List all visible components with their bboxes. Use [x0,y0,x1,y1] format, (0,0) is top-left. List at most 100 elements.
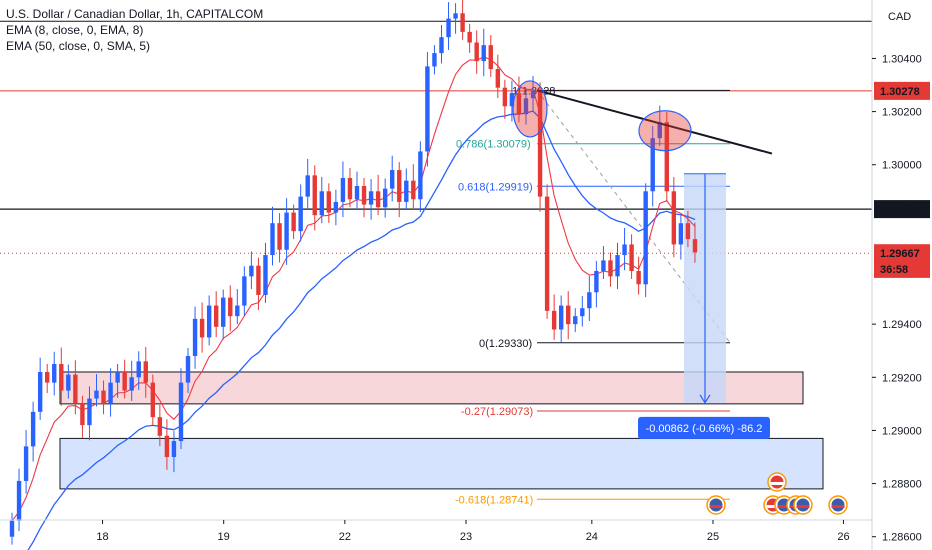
xtick-label-3: 23 [460,531,472,543]
candle-body-83 [594,271,599,293]
measure-layer: -0.00862 (-0.66%) -86.2 [638,173,770,439]
ema50-line [27,110,696,550]
candle-body-58 [418,151,423,200]
candle-body-13 [101,390,106,404]
candle-body-93 [664,122,669,192]
candle-body-84 [601,260,606,272]
candle-body-54 [390,170,395,189]
candle-body-3 [30,411,36,447]
candle-body-55 [397,170,402,202]
candle-body-69 [495,69,501,88]
candle-body-77 [551,310,557,330]
resistance-zone [59,371,804,405]
candle-body-48 [347,178,353,200]
candle-body-47 [340,178,346,202]
ytick-label-7: 1.28600 [882,532,922,544]
candle-body-56 [404,180,409,202]
price-tag-2: 1.29667 [880,248,920,260]
axis-currency: CAD [888,11,911,23]
candle-body-17 [129,377,134,391]
candle-body-1 [16,480,22,521]
xtick-label-2: 22 [339,531,351,543]
candle-body-72 [516,92,522,115]
candle-body-87 [622,244,627,256]
candle-body-65 [467,31,472,43]
measure-label: -0.00862 (-0.66%) -86.2 [646,423,763,435]
measure-label-box [638,416,770,439]
candle-body-23 [171,441,177,458]
candle-body-67 [481,45,486,62]
ytick-label-0: 1.30400 [882,53,922,65]
candle-body-22 [164,435,170,458]
ema8-line [11,56,696,522]
candle-body-68 [488,45,493,70]
candle-body-39 [284,212,289,250]
candle-body-82 [587,292,592,309]
candle-body-52 [375,191,381,208]
candle-body-91 [650,138,655,192]
candle-body-44 [319,191,324,216]
legend-ema50: EMA (50, close, 0, SMA, 5) [6,39,151,53]
price-tag-0: 1.30278 [880,86,920,98]
fib-label-1: 0.618(1.29919) [458,181,533,193]
price-tag-box-0 [874,81,930,100]
candle-body-94 [671,191,677,245]
candle-body-53 [382,188,388,208]
candle-body-8 [66,374,71,391]
candle-body-89 [636,271,641,285]
candle-body-85 [608,260,613,277]
ytick-label-3: 1.29400 [882,319,922,331]
price-tag-box-3 [874,259,930,278]
candle-body-92 [657,122,662,139]
candle-body-0 [9,520,15,537]
event-flag-stripe-2 [766,505,780,508]
candle-body-16 [122,371,127,391]
price-axis: CAD 1.30400 1.30200 1.30000 1.29400 1.29200 1.… [871,0,932,550]
candle-body-78 [558,305,564,330]
candle-body-25 [185,356,191,383]
ytick-label-2: 1.30000 [882,160,922,172]
candle-body-31 [228,297,233,317]
candle-body-76 [544,196,550,311]
candle-body-4 [37,371,43,412]
candle-body-49 [354,185,360,200]
candle-body-42 [305,175,310,197]
zones-layer [59,371,824,490]
candle-body-73 [523,98,529,115]
fib-label-3: -0.27(1.29073) [461,406,533,418]
candle-body-61 [439,37,444,54]
candles-layer [9,0,698,545]
xtick-label-5: 25 [707,531,719,543]
candle-body-12 [94,390,99,399]
candle-body-30 [221,297,226,327]
price-tag-3: 36:58 [880,264,908,276]
event-flag-stripe-5 [796,505,810,508]
candle-body-79 [566,305,571,325]
price-tag-box-2 [874,244,930,263]
candle-body-19 [143,361,148,383]
ytick-label-6: 1.28800 [882,479,922,491]
candle-body-9 [73,374,78,404]
candle-body-74 [530,90,536,99]
time-axis: 18 19 22 23 24 25 26 [0,519,872,543]
candle-body-36 [263,255,268,295]
candle-body-60 [432,53,437,67]
xtick-label-6: 26 [837,531,849,543]
event-flag-stripe-1 [770,482,784,485]
candle-body-27 [199,318,205,338]
ytick-label-5: 1.29000 [882,425,922,437]
price-tag-1: 1.29833 [880,204,920,216]
candle-body-33 [242,276,247,306]
candle-body-50 [361,185,367,205]
candle-body-75 [537,90,543,197]
legend-ema8: EMA (8, close, 0, EMA, 8) [6,23,144,37]
candle-body-7 [59,364,64,391]
candle-body-26 [192,318,198,357]
economic-events-layer [706,472,848,515]
ytick-label-1: 1.30200 [882,107,922,119]
event-flag-stripe-6 [831,505,845,508]
descending-trendline [536,89,773,155]
candle-body-95 [678,223,684,245]
candle-body-71 [509,92,515,107]
candle-body-63 [453,13,458,19]
